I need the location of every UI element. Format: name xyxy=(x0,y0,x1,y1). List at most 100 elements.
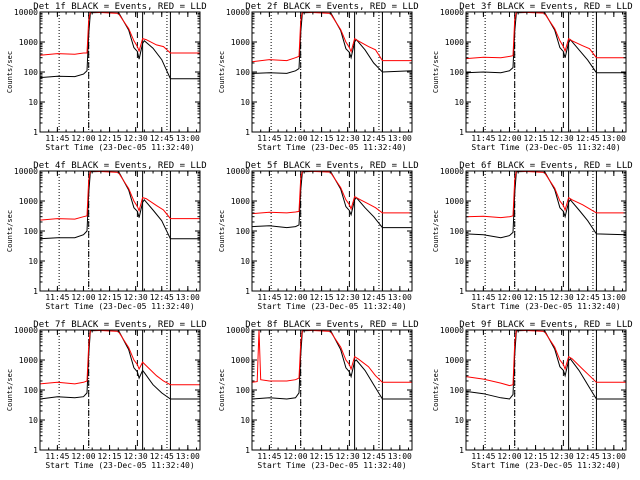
chart-title: Det 9f BLACK = Events, RED = LLD xyxy=(459,320,632,330)
y-tick-label: 10 xyxy=(240,98,250,107)
y-tick-label: 1000 xyxy=(19,356,38,365)
chart-panel-det-1: 1 10 100 1000 10000 11:45 12:00 12:15 12:30 12:45… xyxy=(6,2,207,152)
x-tick-label: 12:30 xyxy=(550,293,574,302)
x-tick-label: 11:45 xyxy=(471,134,495,143)
x-tick-label: 12:45 xyxy=(576,452,600,461)
y-tick-label: 1 xyxy=(33,128,38,137)
chart-panel-det-7: 1 10 100 1000 10000 11:45 12:00 12:15 12:30 12:45… xyxy=(6,320,207,470)
chart-title: Det 5f BLACK = Events, RED = LLD xyxy=(245,161,418,171)
y-tick-label: 1 xyxy=(33,446,38,455)
x-tick-label: 12:00 xyxy=(283,134,307,143)
x-axis-label: Start Time (23-Dec-05 11:32:40) xyxy=(257,461,406,470)
y-axis-label: Counts/sec xyxy=(432,51,440,93)
x-tick-label: 12:00 xyxy=(71,134,95,143)
y-tick-label: 1000 xyxy=(19,38,38,47)
chart-title: Det 3f BLACK = Events, RED = LLD xyxy=(459,2,632,12)
x-tick-label: 12:30 xyxy=(124,293,148,302)
y-tick-label: 10 xyxy=(454,416,464,425)
x-tick-label: 13:00 xyxy=(602,134,626,143)
y-axis-label: Counts/sec xyxy=(6,210,14,252)
x-tick-label: 13:00 xyxy=(602,452,626,461)
y-tick-label: 1 xyxy=(245,287,250,296)
y-tick-label: 10000 xyxy=(440,167,464,176)
x-tick-label: 12:00 xyxy=(283,452,307,461)
x-tick-label: 12:15 xyxy=(98,452,122,461)
y-axis-label: Counts/sec xyxy=(218,210,226,252)
y-tick-label: 100 xyxy=(236,227,251,236)
y-tick-label: 1000 xyxy=(445,356,464,365)
x-tick-label: 11:45 xyxy=(471,452,495,461)
x-tick-label: 13:00 xyxy=(176,293,200,302)
y-tick-label: 1 xyxy=(245,446,250,455)
x-tick-label: 12:15 xyxy=(310,452,334,461)
x-tick-label: 12:30 xyxy=(550,134,574,143)
x-tick-label: 12:45 xyxy=(362,452,386,461)
x-tick-label: 12:15 xyxy=(524,452,548,461)
y-tick-label: 10 xyxy=(28,257,38,266)
series-line-events xyxy=(40,330,200,400)
y-tick-label: 1 xyxy=(459,287,464,296)
x-axis-label: Start Time (23-Dec-05 11:32:40) xyxy=(471,143,620,152)
x-tick-label: 12:00 xyxy=(283,293,307,302)
x-axis-label: Start Time (23-Dec-05 11:32:40) xyxy=(471,302,620,311)
series-line-events xyxy=(40,171,200,240)
x-tick-label: 11:45 xyxy=(45,452,69,461)
series-line-events xyxy=(252,171,412,229)
series-line-events xyxy=(466,330,626,400)
x-tick-label: 12:30 xyxy=(336,293,360,302)
y-tick-label: 10000 xyxy=(14,326,38,335)
y-tick-label: 10 xyxy=(454,257,464,266)
x-tick-label: 12:00 xyxy=(71,293,95,302)
series-line-lld xyxy=(40,12,200,56)
x-axis-label: Start Time (23-Dec-05 11:32:40) xyxy=(257,302,406,311)
x-tick-label: 12:45 xyxy=(150,452,174,461)
x-tick-label: 12:30 xyxy=(124,134,148,143)
series-line-events xyxy=(40,12,200,80)
y-tick-label: 1000 xyxy=(231,38,250,47)
x-tick-label: 12:30 xyxy=(124,452,148,461)
series-line-lld xyxy=(252,12,412,63)
x-tick-label: 13:00 xyxy=(388,293,412,302)
x-tick-label: 13:00 xyxy=(388,134,412,143)
x-tick-label: 13:00 xyxy=(176,134,200,143)
y-tick-label: 1 xyxy=(459,128,464,137)
y-tick-label: 10000 xyxy=(14,167,38,176)
x-tick-label: 13:00 xyxy=(176,452,200,461)
y-tick-label: 1000 xyxy=(19,197,38,206)
chart-title: Det 2f BLACK = Events, RED = LLD xyxy=(245,2,418,12)
x-tick-label: 12:00 xyxy=(71,452,95,461)
y-tick-label: 10000 xyxy=(226,8,250,17)
y-tick-label: 100 xyxy=(450,386,465,395)
x-tick-label: 11:45 xyxy=(257,293,281,302)
x-tick-label: 12:45 xyxy=(576,293,600,302)
x-tick-label: 12:00 xyxy=(497,452,521,461)
series-line-lld xyxy=(40,330,200,386)
chart-panel-det-9: 1 10 100 1000 10000 11:45 12:00 12:15 12:30 12:45… xyxy=(432,320,633,470)
x-tick-label: 12:45 xyxy=(150,134,174,143)
x-tick-label: 12:15 xyxy=(98,293,122,302)
series-line-lld xyxy=(466,330,626,387)
chart-panel-det-8: 1 10 100 1000 10000 11:45 12:00 12:15 12:30 12:45… xyxy=(218,320,419,470)
series-line-events xyxy=(466,171,626,239)
y-tick-label: 10 xyxy=(28,98,38,107)
series-line-events xyxy=(252,330,412,400)
y-tick-label: 1 xyxy=(245,128,250,137)
chart-title: Det 8f BLACK = Events, RED = LLD xyxy=(245,320,418,330)
series-line-lld xyxy=(466,171,626,219)
x-tick-label: 12:45 xyxy=(150,293,174,302)
x-tick-label: 11:45 xyxy=(257,452,281,461)
y-tick-label: 10000 xyxy=(226,326,250,335)
chart-panel-det-2: 1 10 100 1000 10000 11:45 12:00 12:15 12:30 12:45… xyxy=(218,2,419,152)
x-tick-label: 12:00 xyxy=(497,134,521,143)
x-axis-label: Start Time (23-Dec-05 11:32:40) xyxy=(471,461,620,470)
x-axis-label: Start Time (23-Dec-05 11:32:40) xyxy=(45,143,194,152)
y-axis-label: Counts/sec xyxy=(6,51,14,93)
y-tick-label: 1000 xyxy=(231,356,250,365)
chart-title: Det 7f BLACK = Events, RED = LLD xyxy=(33,320,206,330)
chart-panel-det-3: 1 10 100 1000 10000 11:45 12:00 12:15 12:30 12:45… xyxy=(432,2,633,152)
y-tick-label: 100 xyxy=(24,386,39,395)
y-axis-label: Counts/sec xyxy=(218,51,226,93)
y-tick-label: 100 xyxy=(236,386,251,395)
x-tick-label: 12:30 xyxy=(336,134,360,143)
x-tick-label: 12:15 xyxy=(98,134,122,143)
